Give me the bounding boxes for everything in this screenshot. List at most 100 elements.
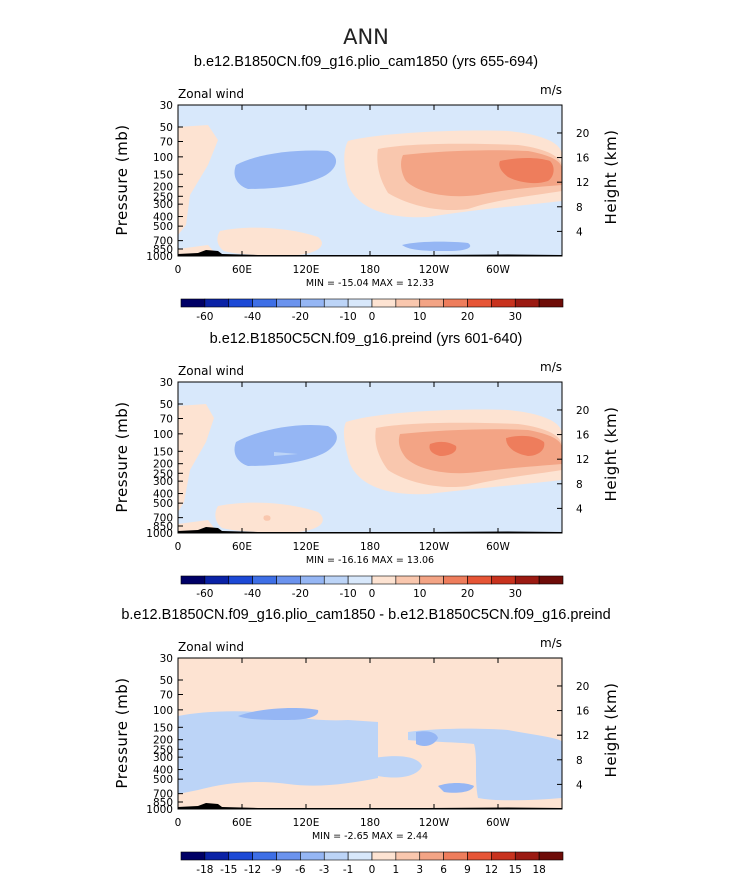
colorbar-label: 12 [485,864,498,876]
y-tick-label: 200 [153,735,173,747]
colorbar-box [467,851,492,861]
colorbar-box [228,298,253,308]
x-tick-label: 60E [232,264,252,276]
y-tick-label: 1000 [146,528,173,540]
height-tick-label: 16 [576,153,590,165]
contour-region [238,708,319,720]
y-tick-label: 50 [160,675,173,687]
height-tick-label: 8 [576,755,583,767]
y-tick-label: 300 [153,476,173,488]
x-tick-label: 0 [175,264,182,276]
contour-region [438,783,474,793]
y-axis-label: Pressure (mb) [113,401,131,512]
y-tick-label: 70 [160,689,173,701]
contour-region [416,731,438,746]
colorbar-box [491,851,516,861]
y-tick-label: 300 [153,199,173,211]
y-tick-label: 250 [153,468,173,480]
contour-field [178,658,562,809]
y-tick-label: 50 [160,399,173,411]
y-tick-label: 30 [160,100,173,112]
colorbar-label: -10 [340,311,357,323]
height-tick-label: 12 [576,454,589,466]
colorbar-box [276,851,301,861]
colorbar-box [538,298,564,308]
colorbar-box [491,298,516,308]
y-axis-label-right: Height (km) [602,683,620,778]
x-tick-label: 120W [419,817,450,829]
contour-region [178,711,378,794]
x-tick-label: 120W [419,264,450,276]
panel-title: b.e12.B1850CN.f09_g16.plio_cam1850 - b.e… [121,607,610,623]
colorbar-box [300,298,325,308]
y-tick-label: 400 [153,765,173,777]
colorbar-box [252,851,277,861]
y-tick-label: 700 [153,513,173,525]
contour-region [217,227,322,256]
contour-region [238,690,252,696]
colorbar-box [443,298,468,308]
panel-right-string: m/s [540,636,562,650]
x-tick-label: 120E [293,541,320,553]
y-tick-label: 150 [153,722,173,734]
colorbar-box [347,851,373,861]
colorbar-box [395,298,421,308]
figure-title: ANN [343,25,389,49]
y-tick-label: 300 [153,752,173,764]
colorbar-box [443,575,468,585]
y-axis-label: Pressure (mb) [113,124,131,235]
colorbar-label: -18 [196,864,213,876]
colorbar-label: 30 [509,588,522,600]
colorbar-box [180,298,206,308]
colorbar-box [395,851,421,861]
colorbar-box [371,298,397,308]
colorbar-box [323,851,349,861]
height-tick-label: 4 [576,503,583,515]
colorbar-box [204,575,230,585]
y-tick-label: 30 [160,653,173,665]
y-tick-label: 100 [153,152,173,164]
colorbar-box [419,575,444,585]
panel-right-string: m/s [540,83,562,97]
colorbar-box [252,298,277,308]
contour-region [178,404,214,512]
colorbar-label: -15 [220,864,237,876]
colorbar-label: -3 [319,864,329,876]
y-tick-label: 850 [153,244,173,256]
y-tick-label: 150 [153,446,173,458]
colorbar-box [180,575,206,585]
contour-region [374,756,422,778]
panel-right-string: m/s [540,360,562,374]
colorbar-box [371,575,397,585]
colorbar-label: -40 [244,311,261,323]
colorbar-box [538,851,564,861]
colorbar-label: -10 [340,588,357,600]
colorbar-label: -40 [244,588,261,600]
contour-region [429,441,457,456]
colorbar-box [371,851,397,861]
contour-region [506,435,545,456]
colorbar-label: -20 [292,588,309,600]
panel-left-string: Zonal wind [178,87,244,101]
contour-region [274,452,298,456]
colorbar-box [276,575,301,585]
colorbar-box [323,575,349,585]
y-tick-label: 200 [153,182,173,194]
colorbar-label: -60 [196,311,213,323]
topography [178,527,562,533]
y-tick-label: 700 [153,789,173,801]
y-tick-label: 700 [153,236,173,248]
x-tick-label: 180 [360,541,380,553]
min-max-label: MIN = -15.04 MAX = 12.33 [306,278,434,289]
topography [178,250,562,256]
x-tick-label: 0 [175,541,182,553]
colorbar-box [419,298,444,308]
colorbar-box [467,298,492,308]
colorbar-label: -60 [196,588,213,600]
y-tick-label: 400 [153,212,173,224]
colorbar-box [395,575,421,585]
colorbar-box [276,298,301,308]
x-tick-label: 0 [175,817,182,829]
contour-field [178,105,562,256]
colorbar-box [443,851,468,861]
